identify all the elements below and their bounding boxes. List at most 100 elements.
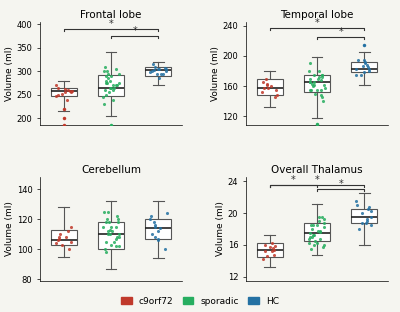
Point <box>319 72 325 77</box>
Point <box>320 99 326 104</box>
Point <box>68 224 74 229</box>
Point <box>104 80 111 85</box>
Point <box>306 87 313 92</box>
Point <box>273 87 280 92</box>
Point <box>115 235 122 240</box>
Point <box>354 202 360 207</box>
Point <box>264 81 270 86</box>
Point <box>155 229 162 234</box>
Point <box>269 246 276 251</box>
Point <box>149 232 156 237</box>
FancyBboxPatch shape <box>304 75 330 92</box>
Point <box>55 92 61 97</box>
Point <box>368 209 374 214</box>
Point <box>163 69 170 74</box>
Text: *: * <box>132 26 137 36</box>
Point <box>319 95 326 100</box>
FancyBboxPatch shape <box>145 219 171 239</box>
Point <box>306 236 312 241</box>
Point <box>58 91 65 96</box>
Point <box>316 215 323 220</box>
Text: *: * <box>338 27 343 37</box>
Point <box>116 80 122 85</box>
Point <box>321 225 327 230</box>
Point <box>110 97 116 102</box>
Point <box>318 72 325 77</box>
Point <box>158 71 164 76</box>
Point <box>306 80 313 85</box>
Point <box>102 92 109 97</box>
Point <box>64 88 71 93</box>
Point <box>363 217 370 222</box>
Point <box>264 254 270 259</box>
Point <box>114 214 120 219</box>
Point <box>107 85 114 90</box>
Point <box>108 224 114 229</box>
Point <box>358 211 365 216</box>
Point <box>68 89 75 94</box>
Point <box>155 238 161 243</box>
Point <box>314 222 320 227</box>
Point <box>114 235 120 240</box>
Point <box>106 232 113 237</box>
Point <box>107 78 113 83</box>
Text: *: * <box>109 18 113 28</box>
Text: *: * <box>315 17 319 27</box>
Point <box>111 239 118 244</box>
Point <box>268 84 274 89</box>
Point <box>53 93 59 98</box>
Point <box>307 80 314 85</box>
Point <box>65 229 71 234</box>
Point <box>320 244 327 249</box>
Point <box>363 220 369 225</box>
Point <box>362 61 368 66</box>
Point <box>152 235 158 240</box>
Point <box>116 232 122 237</box>
Point <box>101 247 108 252</box>
Y-axis label: Volume (ml): Volume (ml) <box>5 202 14 256</box>
Point <box>354 57 361 62</box>
Point <box>104 76 111 81</box>
Point <box>320 82 327 87</box>
Point <box>156 66 162 71</box>
Point <box>102 74 109 79</box>
Point <box>312 238 318 243</box>
Point <box>113 66 119 71</box>
Y-axis label: Volume (ml): Volume (ml) <box>211 46 220 101</box>
Point <box>150 62 156 67</box>
Point <box>102 239 109 244</box>
Point <box>163 66 169 71</box>
FancyBboxPatch shape <box>351 62 377 72</box>
Point <box>310 84 316 89</box>
Point <box>162 65 168 70</box>
Point <box>66 247 72 252</box>
Point <box>155 236 162 241</box>
Point <box>154 71 160 76</box>
Point <box>311 242 318 247</box>
Point <box>56 235 63 240</box>
Point <box>59 242 65 247</box>
Point <box>103 220 110 225</box>
FancyBboxPatch shape <box>257 243 283 257</box>
Text: *: * <box>291 175 296 185</box>
Point <box>147 217 154 222</box>
Point <box>364 218 370 223</box>
Point <box>55 238 61 243</box>
Point <box>56 236 62 241</box>
Point <box>52 83 59 88</box>
Point <box>108 242 114 247</box>
Point <box>368 222 374 227</box>
Point <box>57 232 63 237</box>
Point <box>307 76 314 81</box>
Point <box>364 62 370 67</box>
Point <box>366 204 372 209</box>
Point <box>100 102 107 107</box>
Point <box>261 85 268 90</box>
Point <box>274 93 280 98</box>
Point <box>306 61 313 66</box>
Point <box>110 88 116 93</box>
Point <box>262 249 268 254</box>
Point <box>264 86 271 91</box>
Point <box>311 91 318 96</box>
Point <box>103 80 109 85</box>
